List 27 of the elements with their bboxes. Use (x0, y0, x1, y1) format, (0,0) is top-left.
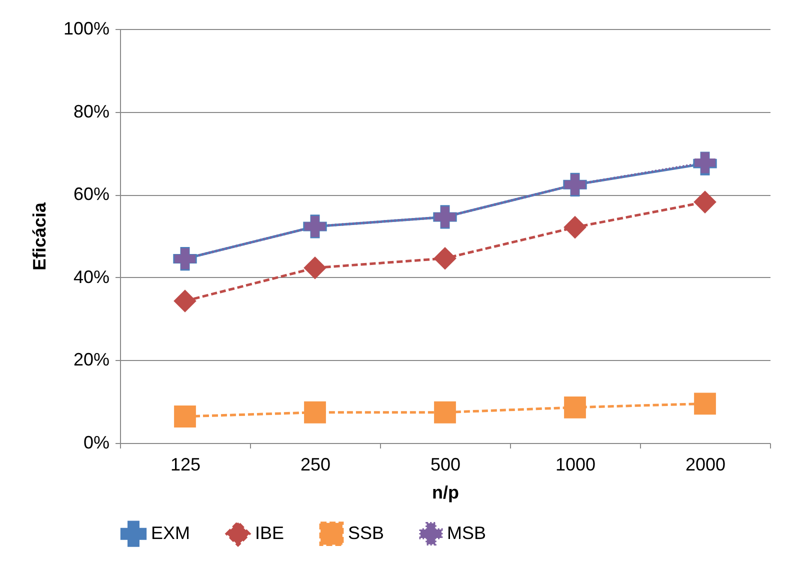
y-tick-label: 0% (83, 432, 110, 452)
y-tick-label: 20% (73, 350, 110, 370)
point (434, 401, 456, 424)
point (174, 406, 196, 428)
x-axis-title: n/p (432, 482, 459, 502)
point (304, 256, 326, 280)
legend-label: EXM (151, 522, 190, 543)
point (564, 216, 586, 239)
y-tick-label: 100% (63, 18, 110, 38)
point (434, 246, 456, 270)
point (694, 190, 716, 214)
legend-label: IBE (255, 522, 284, 543)
y-tick-label: 40% (73, 266, 110, 287)
x-tick-label: 125 (170, 454, 201, 474)
x-tick-label: 250 (300, 454, 331, 474)
x-tick-label: 2000 (685, 454, 726, 474)
legend-label: SSB (348, 522, 384, 543)
y-axis-title: Eficácia (29, 201, 50, 271)
x-tick-label: 500 (430, 454, 461, 474)
point (174, 290, 196, 312)
y-tick-label: 80% (73, 101, 110, 122)
point (694, 392, 716, 415)
point (564, 396, 586, 418)
y-tick-label: 60% (73, 184, 110, 204)
x-tick-label: 1000 (555, 454, 596, 474)
point (304, 401, 326, 424)
legend-label: MSB (447, 522, 486, 543)
